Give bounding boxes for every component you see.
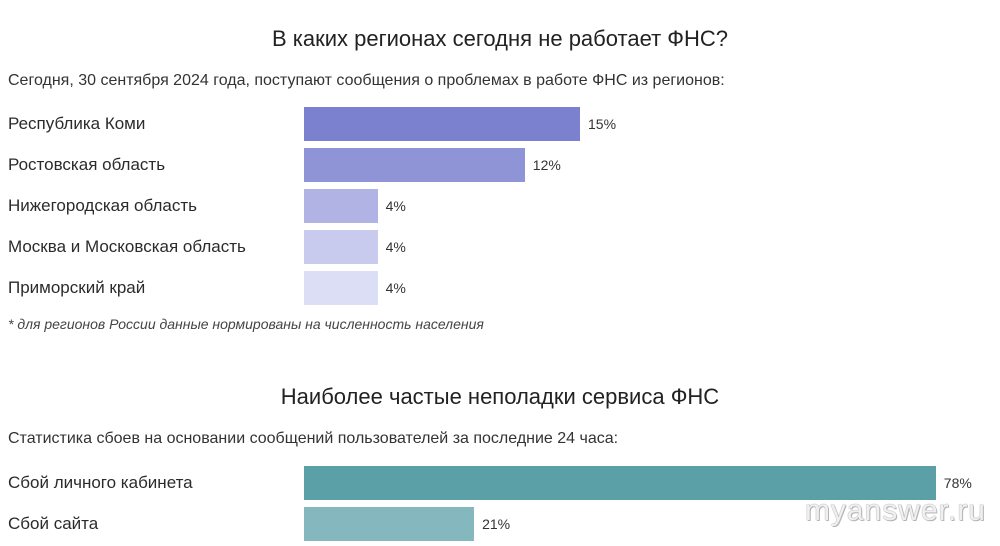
bar: [304, 189, 378, 223]
category-label: Нижегородская область: [8, 196, 197, 215]
bar: [304, 230, 378, 264]
bar: [304, 107, 580, 141]
value-label: 12%: [532, 157, 561, 173]
category-label: Приморский край: [8, 278, 146, 297]
category-label: Сбой сайта: [8, 514, 99, 533]
category-label: Москва и Московская область: [8, 237, 246, 256]
chart-title: Наиболее частые неполадки сервиса ФНС: [280, 384, 720, 409]
bar: [304, 271, 378, 305]
chart-footnote: * для регионов России данные нормированы…: [8, 316, 484, 332]
value-label: 21%: [482, 516, 511, 532]
watermark: myanswer.ru: [804, 494, 986, 527]
category-label: Сбой личного кабинета: [8, 473, 193, 492]
value-label: 15%: [588, 116, 617, 132]
bar: [304, 466, 936, 500]
category-label: Ростовская область: [8, 155, 166, 174]
chart-subtitle: Сегодня, 30 сентября 2024 года, поступаю…: [8, 72, 725, 89]
bar: [304, 507, 475, 541]
chart-subtitle: Статистика сбоев на основании сообщений …: [8, 430, 619, 447]
value-label: 4%: [385, 198, 406, 214]
value-label: 78%: [943, 475, 972, 491]
chart-title: В каких регионах сегодня не работает ФНС…: [271, 26, 729, 51]
value-label: 4%: [385, 280, 406, 296]
value-label: 4%: [385, 239, 406, 255]
bar: [304, 148, 525, 182]
category-label: Республика Коми: [8, 114, 146, 133]
